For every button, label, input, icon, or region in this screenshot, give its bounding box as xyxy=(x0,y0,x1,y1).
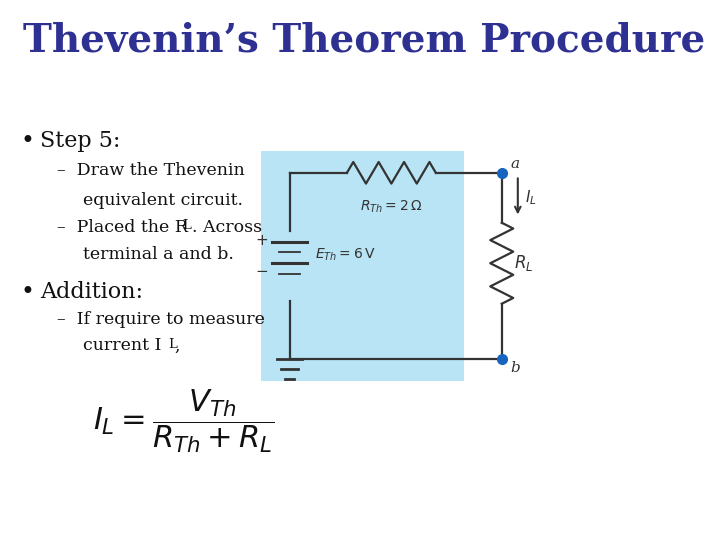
Text: $I_L$: $I_L$ xyxy=(525,188,536,207)
Text: Step 5:: Step 5: xyxy=(40,130,120,152)
Text: $E_{Th} = 6\,\mathrm{V}$: $E_{Th} = 6\,\mathrm{V}$ xyxy=(315,247,376,264)
Text: −: − xyxy=(256,264,269,279)
Text: •: • xyxy=(20,130,34,153)
Text: Thevenin’s Theorem Procedure: Thevenin’s Theorem Procedure xyxy=(23,22,705,59)
Text: –  If require to measure: – If require to measure xyxy=(58,310,265,327)
FancyBboxPatch shape xyxy=(261,151,464,381)
Text: $R_{Th} = 2\,\Omega$: $R_{Th} = 2\,\Omega$ xyxy=(360,199,423,215)
Text: •: • xyxy=(20,281,34,304)
Text: L: L xyxy=(168,338,177,350)
Text: current I: current I xyxy=(83,338,162,354)
Text: $R_L$: $R_L$ xyxy=(514,253,534,273)
Text: –  Draw the Thevenin: – Draw the Thevenin xyxy=(58,162,245,179)
Text: b: b xyxy=(510,361,520,375)
Text: . Across: . Across xyxy=(192,219,261,235)
Text: –  Placed the R: – Placed the R xyxy=(58,219,189,235)
Text: +: + xyxy=(256,233,269,247)
Text: equivalent circuit.: equivalent circuit. xyxy=(83,192,243,208)
Text: ,: , xyxy=(175,338,181,354)
Text: Addition:: Addition: xyxy=(40,281,143,303)
Text: $I_L = \dfrac{V_{Th}}{R_{Th} + R_L}$: $I_L = \dfrac{V_{Th}}{R_{Th} + R_L}$ xyxy=(93,387,274,455)
Text: terminal a and b.: terminal a and b. xyxy=(83,246,234,262)
Text: L: L xyxy=(182,219,192,232)
Text: a: a xyxy=(510,157,519,171)
